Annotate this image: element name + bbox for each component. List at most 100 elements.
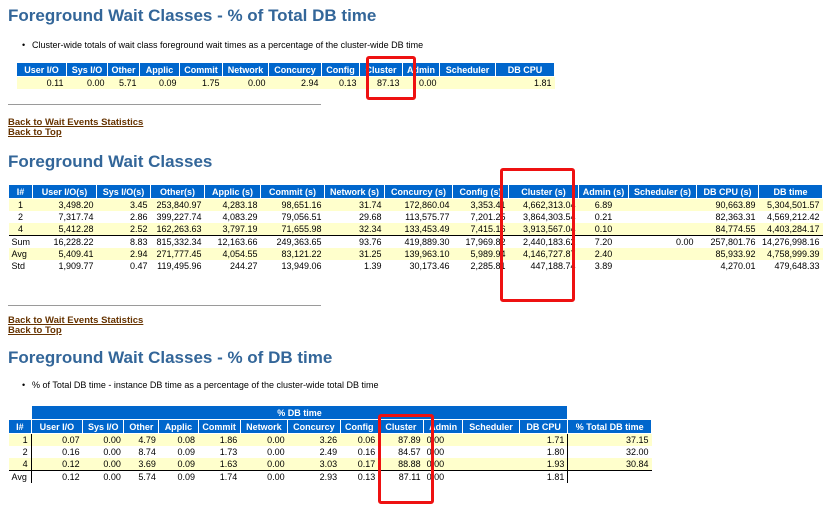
cell: 113,575.77 (384, 211, 453, 223)
table-header-row: User I/O Sys I/O Other Applic Commit Net… (16, 62, 555, 77)
cell: 249,363.65 (260, 235, 325, 248)
cell: 5.74 (123, 470, 159, 483)
cell: 0.47 (96, 260, 151, 272)
col-header: Concurcy (268, 62, 322, 77)
cell: 4,146,727.87 (508, 248, 579, 260)
cell: 3.45 (96, 198, 151, 211)
cell: 2.94 (96, 248, 151, 260)
cell: 399,227.74 (150, 211, 205, 223)
total-db-time-table: User I/O Sys I/O Other Applic Commit Net… (16, 62, 555, 89)
cell: 162,263.63 (150, 223, 205, 236)
cell: Avg (8, 470, 32, 483)
cell (628, 211, 697, 223)
section-title-wait-classes: Foreground Wait Classes (8, 152, 213, 171)
cell: 1 (8, 198, 33, 211)
cell: 815,332.34 (150, 235, 205, 248)
cell: 0.00 (82, 446, 124, 458)
col-header: % Total DB time (567, 419, 652, 434)
highlight-box-cluster-seconds (500, 168, 575, 302)
divider (8, 104, 321, 105)
cell: 17,969.82 (452, 235, 509, 248)
table-header-row: I# User I/O Sys I/O Other Applic Commit … (8, 419, 652, 434)
back-to-wait-events-link[interactable]: Back to Wait Events Statistics (8, 117, 144, 128)
cell: 12,163.66 (204, 235, 261, 248)
section-description: Cluster-wide totals of wait class foregr… (22, 40, 423, 50)
cell: 0.00 (240, 470, 288, 483)
summary-row: Avg 5,409.41 2.94 271,777.45 4,054.55 83… (8, 248, 823, 260)
col-header: Other(s) (150, 184, 205, 199)
cell: 5.71 (107, 76, 140, 89)
cell: 4,283.18 (204, 198, 261, 211)
col-header: Scheduler (s) (628, 184, 697, 199)
col-header: Applic (139, 62, 180, 77)
back-to-wait-events-link[interactable]: Back to Wait Events Statistics (8, 315, 144, 326)
cell: 0.09 (158, 470, 199, 483)
table-row: 2 0.16 0.00 8.74 0.09 1.73 0.00 2.49 0.1… (8, 446, 652, 458)
cell: 90,663.89 (696, 198, 759, 211)
table-group-header-row: % DB time (8, 405, 652, 420)
col-header: Admin (s) (578, 184, 629, 199)
cell: 0.12 (31, 470, 83, 483)
cell: 4 (8, 458, 32, 471)
cell: 4,662,313.04 (508, 198, 579, 211)
cell: 0.07 (31, 433, 83, 446)
back-to-top-link[interactable]: Back to Top (8, 127, 62, 138)
col-header: Applic (158, 419, 199, 434)
cell: 0.09 (139, 76, 180, 89)
cell: 2 (8, 211, 33, 223)
cell: 29.68 (324, 211, 385, 223)
col-header: Network (222, 62, 269, 77)
table-row: 4 0.12 0.00 3.69 0.09 1.63 0.00 3.03 0.1… (8, 458, 652, 471)
table-row: 4 5,412.28 2.52 162,263.63 3,797.19 71,6… (8, 223, 823, 236)
cell: 3.26 (287, 433, 341, 446)
cell: 71,655.98 (260, 223, 325, 236)
cell: 271,777.45 (150, 248, 205, 260)
col-header: Other (123, 419, 160, 434)
cell: 1.81 (495, 76, 555, 89)
cell: 31.25 (324, 248, 385, 260)
section-title-total-db-time: Foreground Wait Classes - % of Total DB … (8, 6, 377, 25)
cell: 447,188.74 (508, 260, 579, 272)
cell: 0.00 (82, 458, 124, 471)
table-row: 1 0.07 0.00 4.79 0.08 1.86 0.00 3.26 0.0… (8, 433, 652, 446)
cell: 8.83 (96, 235, 151, 248)
cell: 4.79 (123, 433, 159, 446)
cell: 1.73 (198, 446, 241, 458)
group-header-pct-db-time: % DB time (30, 405, 569, 420)
table-row: 1 3,498.20 3.45 253,840.97 4,283.18 98,6… (8, 198, 823, 211)
cell: 1.86 (198, 433, 241, 446)
cell: 1 (8, 433, 32, 446)
col-header: Other (107, 62, 140, 77)
cell: 0.00 (222, 76, 269, 89)
cell: 32.00 (567, 446, 652, 458)
cell: 1.81 (519, 470, 569, 483)
cell: Sum (8, 235, 33, 248)
cell (628, 260, 697, 272)
cell: 0.00 (240, 458, 288, 471)
cell: 244.27 (204, 260, 261, 272)
cell: 3.03 (287, 458, 341, 471)
col-header: Commit (179, 62, 223, 77)
cell: 0.10 (578, 223, 629, 236)
cell: 5,989.94 (452, 248, 509, 260)
cell (462, 446, 520, 458)
cell: 172,860.04 (384, 198, 453, 211)
table-row: 2 7,317.74 2.86 399,227.74 4,083.29 79,0… (8, 211, 823, 223)
cell: 84.57 (378, 446, 424, 458)
cell: 0.13 (321, 76, 360, 89)
cell: 7,317.74 (32, 211, 97, 223)
section-title-pct-db-time: Foreground Wait Classes - % of DB time (8, 348, 333, 367)
cell: 1.63 (198, 458, 241, 471)
cell: 133,453.49 (384, 223, 453, 236)
cell: 3,913,567.04 (508, 223, 579, 236)
col-header: Cluster (s) (508, 184, 579, 199)
cell: 1.74 (198, 470, 241, 483)
cell: 13,949.06 (260, 260, 325, 272)
cell: 3,353.41 (452, 198, 509, 211)
cell: 3,797.19 (204, 223, 261, 236)
table-header-row: I# User I/O(s) Sys I/O(s) Other(s) Appli… (8, 184, 823, 199)
cell: 1.80 (519, 446, 569, 458)
cell: 0.13 (340, 470, 379, 483)
col-header: User I/O (30, 419, 84, 434)
back-to-top-link[interactable]: Back to Top (8, 325, 62, 336)
